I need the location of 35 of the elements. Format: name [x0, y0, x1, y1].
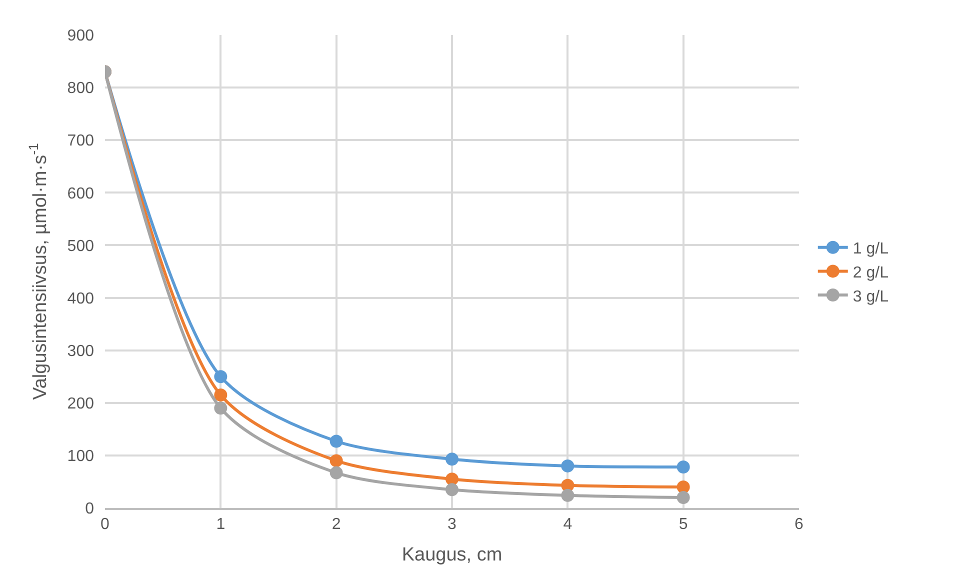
point [330, 454, 343, 468]
point [446, 483, 458, 496]
y-tick-label: 800 [67, 80, 94, 98]
x-tick-label: 6 [794, 516, 804, 533]
point [446, 472, 458, 486]
y-tick-label: 600 [67, 185, 94, 202]
y-tick-label: 100 [67, 448, 94, 466]
point [330, 434, 343, 448]
y-tick-label: 300 [67, 342, 94, 360]
y-tick-label: 200 [67, 395, 94, 412]
x-tick-label: 4 [563, 516, 572, 533]
point [676, 480, 690, 494]
point [676, 490, 690, 504]
point [561, 459, 574, 472]
x-tick-label: 3 [448, 516, 457, 533]
x-tick-label: 2 [332, 516, 341, 533]
y-tick-label: 400 [67, 290, 94, 308]
point [214, 402, 228, 415]
x-tick-label: 1 [216, 516, 226, 533]
legend-label: 3 g/L [852, 288, 889, 306]
legend-label: 2 g/L [852, 264, 889, 282]
point [214, 370, 228, 384]
point [446, 452, 458, 466]
point [330, 466, 343, 480]
y-tick-label: 700 [67, 132, 94, 150]
point [214, 388, 228, 402]
x-axis-title: Kaugus, cm [402, 544, 502, 566]
point [676, 460, 690, 474]
y-tick-label: 900 [67, 28, 94, 45]
x-tick-label: 0 [100, 516, 110, 533]
legend-label: 1 g/L [852, 240, 889, 258]
y-tick-label: 0 [85, 500, 94, 518]
y-tick-label: 500 [67, 238, 94, 255]
x-tick-label: 5 [678, 516, 688, 533]
point [561, 488, 574, 502]
